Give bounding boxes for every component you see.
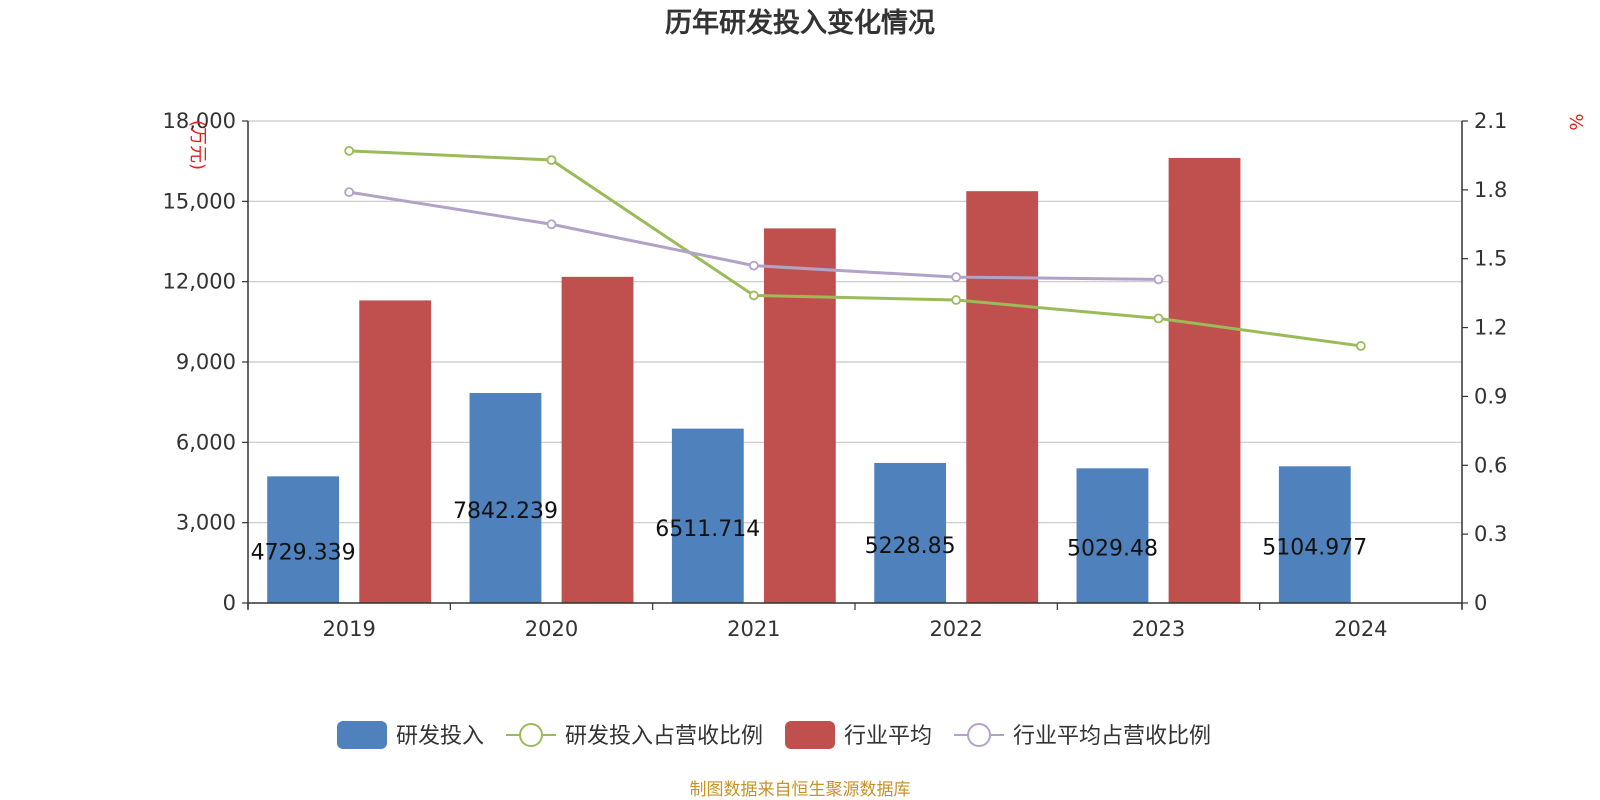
- bar-data-label: 5104.977: [1262, 536, 1367, 561]
- right-tick-label: 1.2: [1474, 316, 1507, 340]
- left-tick-label: 9,000: [176, 350, 236, 374]
- bar-rd: [1278, 466, 1351, 603]
- legend-label: 研发投入占营收比例: [565, 724, 763, 749]
- left-tick-label: 12,000: [163, 270, 236, 294]
- bar-rd: [267, 476, 340, 603]
- bar-industry: [561, 276, 634, 603]
- x-tick-label: 2024: [1334, 617, 1387, 641]
- bar-data-label: 5228.85: [865, 534, 956, 559]
- left-tick-label: 6,000: [176, 430, 236, 454]
- x-tick-label: 2020: [525, 617, 578, 641]
- line-point: [1153, 313, 1164, 324]
- line-point: [344, 187, 355, 198]
- bar-data-label: 5029.48: [1067, 537, 1158, 562]
- bar-data-label: 7842.239: [453, 499, 558, 524]
- right-tick-label: 1.8: [1474, 178, 1507, 202]
- line-point: [1355, 341, 1366, 351]
- grid: [248, 120, 1462, 524]
- left-tick-label: 18,000: [163, 109, 236, 133]
- left-axis-unit: (万元): [187, 120, 208, 170]
- bar-rd: [1076, 468, 1149, 603]
- line-point: [1153, 274, 1164, 285]
- line-point: [951, 295, 962, 305]
- x-tick-label: 2021: [727, 617, 780, 641]
- legend: 研发投入 研发投入占营收比例 行业平均 行业平均占营收比例: [337, 721, 1211, 749]
- left-tick-label: 0: [223, 591, 236, 615]
- left-tick-label: 3,000: [176, 511, 236, 535]
- legend-label: 研发投入: [396, 724, 484, 749]
- line-point: [344, 145, 355, 156]
- bar-rd: [469, 393, 542, 603]
- bar-rd: [671, 428, 744, 603]
- bar-industry: [359, 300, 432, 603]
- x-tick-label: 2023: [1132, 617, 1185, 641]
- right-tick-label: 0.9: [1474, 384, 1507, 408]
- legend-swatch: [337, 721, 387, 749]
- right-tick-label: 0: [1474, 591, 1487, 615]
- bar-data-label: 4729.339: [251, 541, 356, 566]
- line-point: [748, 290, 759, 301]
- right-tick-label: 0.6: [1474, 453, 1507, 477]
- bar-data-label: 6511.714: [655, 517, 760, 542]
- bar-rd: [874, 462, 947, 603]
- chart-title: 历年研发投入变化情况: [665, 7, 935, 39]
- data-labels: 4729.339 7842.239 6511.714 5228.85 5029.48 51…: [251, 499, 1368, 566]
- legend-swatch: [785, 721, 836, 749]
- source-note: 制图数据来自恒生聚源数据库: [690, 780, 911, 800]
- line-rd-ratio: [349, 149, 1362, 348]
- axes: 0 3,000 6,000 9,000 12,000 15,000 18,000 0 0.3 0.…: [163, 109, 1586, 641]
- bar-industry: [1168, 157, 1241, 603]
- right-tick-label: 2.1: [1474, 109, 1507, 133]
- legend-marker: [519, 723, 544, 747]
- x-tick-label: 2019: [322, 617, 375, 641]
- legend-label: 行业平均占营收比例: [1013, 724, 1211, 749]
- legend-label: 行业平均: [844, 724, 932, 749]
- left-tick-label: 15,000: [163, 189, 236, 213]
- line-point: [546, 219, 557, 230]
- line-point: [951, 272, 962, 282]
- bar-industry: [966, 191, 1039, 603]
- right-axis-unit: %: [1565, 113, 1586, 130]
- right-tick-label: 1.5: [1474, 247, 1507, 271]
- x-tick-label: 2022: [929, 617, 982, 641]
- lines: [344, 145, 1366, 351]
- bar-industry: [763, 228, 836, 603]
- legend-marker: [967, 723, 992, 747]
- line-point: [748, 260, 759, 271]
- line-point: [546, 155, 557, 165]
- right-tick-label: 0.3: [1474, 522, 1507, 546]
- bars: [267, 157, 1351, 603]
